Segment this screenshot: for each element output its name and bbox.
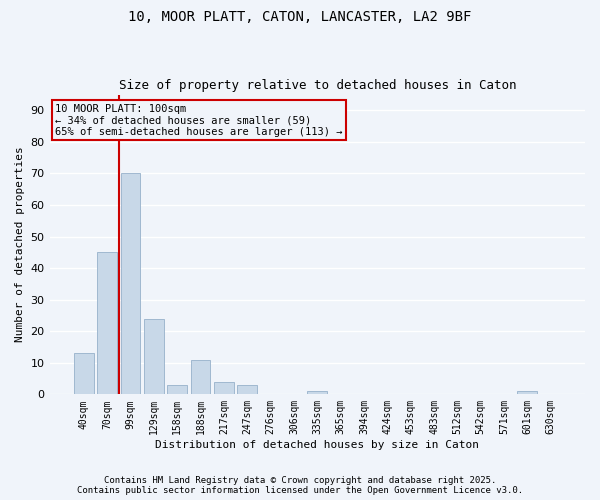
Y-axis label: Number of detached properties: Number of detached properties [15, 146, 25, 342]
Bar [167, 385, 187, 394]
Bar [97, 252, 117, 394]
Bar [214, 382, 234, 394]
X-axis label: Distribution of detached houses by size in Caton: Distribution of detached houses by size … [155, 440, 479, 450]
Bar [238, 385, 257, 394]
Bar [74, 354, 94, 395]
Text: Contains HM Land Registry data © Crown copyright and database right 2025.
Contai: Contains HM Land Registry data © Crown c… [77, 476, 523, 495]
Text: 10, MOOR PLATT, CATON, LANCASTER, LA2 9BF: 10, MOOR PLATT, CATON, LANCASTER, LA2 9B… [128, 10, 472, 24]
Bar [191, 360, 211, 394]
Bar [144, 318, 164, 394]
Text: 10 MOOR PLATT: 100sqm
← 34% of detached houses are smaller (59)
65% of semi-deta: 10 MOOR PLATT: 100sqm ← 34% of detached … [55, 104, 343, 136]
Title: Size of property relative to detached houses in Caton: Size of property relative to detached ho… [119, 79, 516, 92]
Bar [517, 391, 538, 394]
Bar [307, 391, 327, 394]
Bar [121, 174, 140, 394]
